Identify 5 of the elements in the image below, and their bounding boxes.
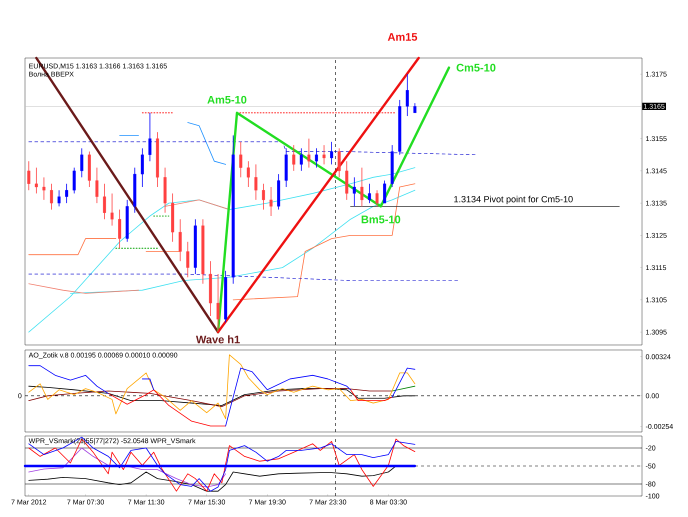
annotation: Cm5-10 (456, 64, 496, 72)
annotation: Am5-10 (207, 96, 246, 104)
annotation: Am15 (388, 33, 418, 41)
annotation: Wave h1 (196, 335, 240, 344)
annotation: 1.3134 Pivot point for Cm5-10 (454, 196, 573, 204)
